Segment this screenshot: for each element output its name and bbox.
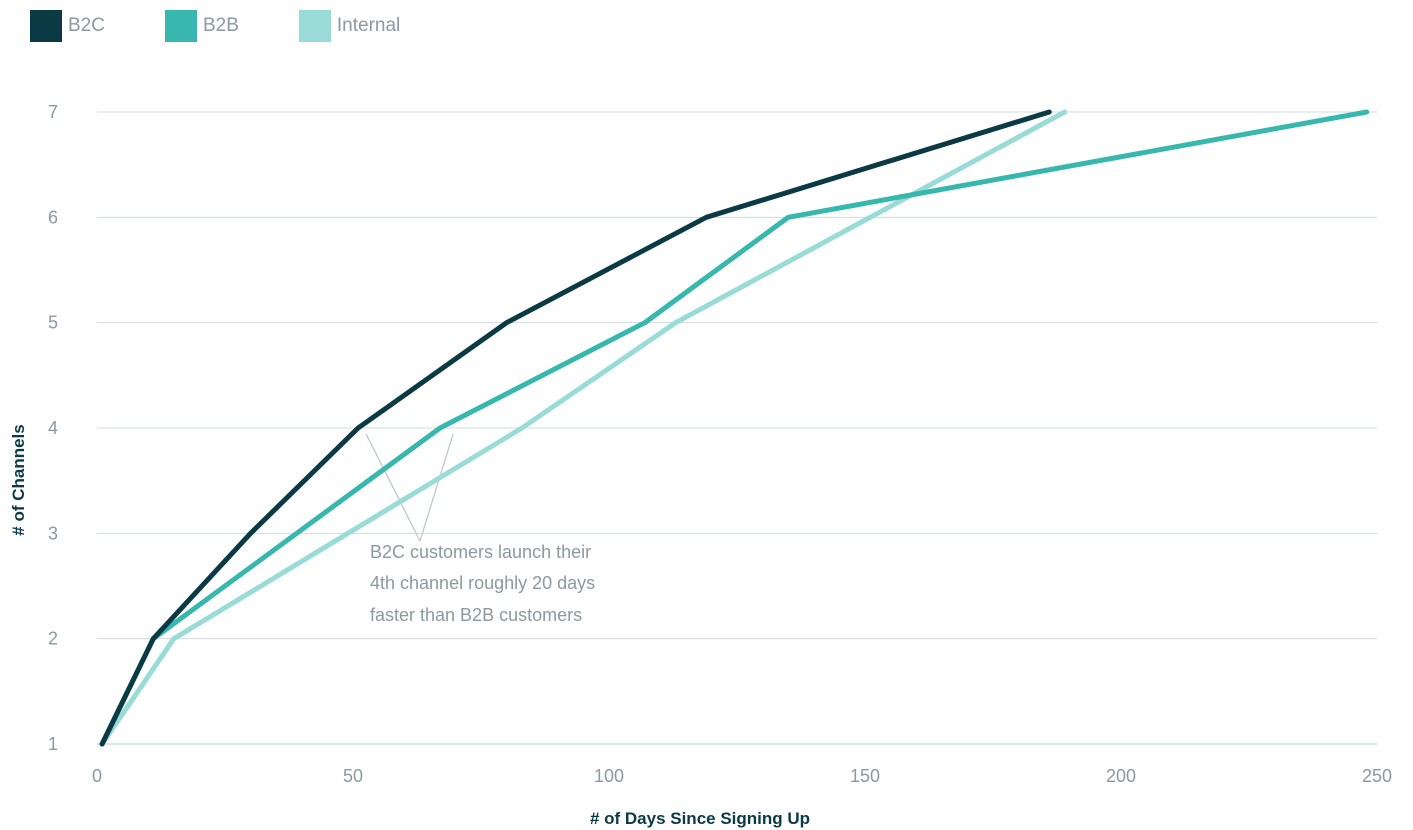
- annotation-line-1: B2C customers launch their: [370, 542, 591, 562]
- y-tick-label-4: 4: [48, 418, 58, 438]
- y-tick-label-2: 2: [48, 629, 58, 649]
- legend-swatch-b2b: [164, 10, 197, 42]
- x-tick-label-50: 50: [343, 766, 363, 786]
- y-axis-ticks: 1 2 3 4 5 6 7: [48, 102, 58, 754]
- y-tick-label-6: 6: [48, 207, 58, 227]
- legend-item-b2b: B2B: [164, 10, 239, 42]
- annotation-line-3: faster than B2B customers: [370, 605, 582, 625]
- x-tick-label-150: 150: [850, 766, 880, 786]
- legend-swatch-internal: [298, 10, 331, 42]
- series-lines: [99, 109, 1370, 747]
- series-line-b2c: [99, 109, 1052, 747]
- y-tick-label-3: 3: [48, 523, 58, 543]
- x-tick-label-0: 0: [92, 766, 102, 786]
- annotation-text: B2C customers launch their 4th channel r…: [370, 542, 600, 625]
- legend-label-b2b: B2B: [202, 15, 239, 36]
- legend-swatch-b2c: [30, 10, 62, 42]
- gridlines: [97, 111, 1377, 745]
- y-tick-label-1: 1: [48, 734, 58, 754]
- series-line-internal: [99, 109, 1068, 747]
- legend-item-internal: Internal: [298, 10, 401, 42]
- x-axis-ticks: 0 50 100 150 200 250: [92, 766, 1392, 786]
- chart-legend: B2C B2B Internal: [30, 10, 460, 42]
- legend-label-b2c: B2C: [68, 15, 105, 36]
- annotation-leaders: [365, 433, 454, 542]
- y-tick-label-7: 7: [48, 102, 58, 122]
- annotation-leader-2: [419, 433, 454, 542]
- annotation-line-2: 4th channel roughly 20 days: [370, 573, 595, 593]
- annotation-leader-1: [365, 433, 421, 542]
- legend-item-b2c: B2C: [30, 10, 105, 42]
- x-tick-label-250: 250: [1362, 766, 1392, 786]
- y-tick-label-5: 5: [48, 313, 58, 333]
- x-tick-label-100: 100: [594, 766, 624, 786]
- x-tick-label-200: 200: [1106, 766, 1136, 786]
- x-axis-title: # of Days Since Signing Up: [590, 809, 810, 828]
- y-axis-title: # of Channels: [9, 424, 28, 535]
- legend-label-internal: Internal: [336, 15, 401, 36]
